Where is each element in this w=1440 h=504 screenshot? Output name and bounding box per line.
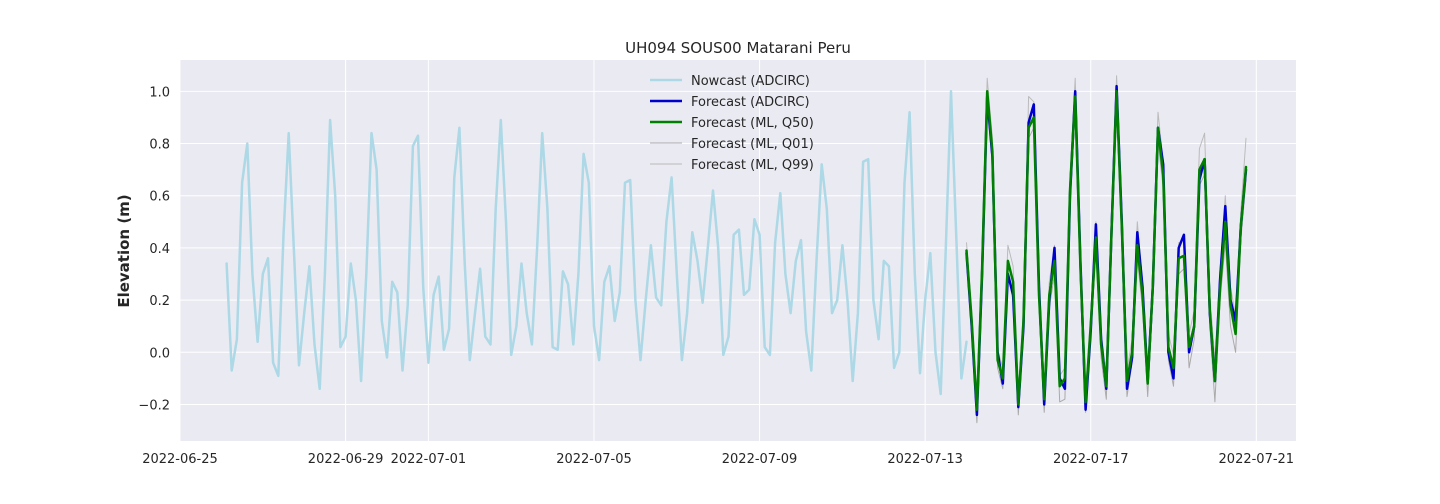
- chart-title: UH094 SOUS00 Matarani Peru: [625, 39, 851, 57]
- y-tick-label: −0.2: [138, 398, 170, 413]
- y-tick-label: 0.0: [149, 346, 170, 361]
- series-line-2: [965, 90, 1248, 411]
- x-tick-label: 2022-07-17: [1053, 452, 1129, 467]
- x-tick-label: 2022-07-05: [556, 452, 632, 467]
- y-tick-label: 0.2: [149, 294, 170, 309]
- y-tick-label: 1.0: [149, 85, 170, 100]
- y-tick-label: 0.4: [149, 242, 170, 257]
- x-tick-label: 2022-07-09: [722, 452, 798, 467]
- x-tick-label: 2022-07-01: [391, 452, 467, 467]
- legend-label: Forecast (ML, Q01): [691, 137, 814, 152]
- x-tick-label: 2022-07-21: [1219, 452, 1295, 467]
- y-tick-label: 0.8: [149, 138, 170, 153]
- x-axis: 2022-06-25 2022-06-29 2022-07-01 2022-07-05…: [142, 452, 1294, 467]
- legend: Nowcast (ADCIRC) Forecast (ADCIRC) Forecas…: [650, 74, 814, 173]
- legend-label: Forecast (ML, Q50): [691, 116, 814, 131]
- x-tick-label: 2022-07-13: [887, 452, 963, 467]
- legend-label: Nowcast (ADCIRC): [691, 74, 810, 89]
- y-axis-label: Elevation (m): [115, 194, 133, 307]
- legend-label: Forecast (ML, Q99): [691, 158, 814, 173]
- x-tick-label: 2022-06-29: [308, 452, 384, 467]
- x-tick-label: 2022-06-25: [142, 452, 218, 467]
- series-layer: [225, 75, 1248, 424]
- legend-label: Forecast (ADCIRC): [691, 95, 810, 110]
- series-line-0: [225, 90, 968, 396]
- y-tick-label: 0.6: [149, 190, 170, 205]
- y-axis: −0.2 0.0 0.2 0.4 0.6 0.8 1.0: [138, 85, 170, 413]
